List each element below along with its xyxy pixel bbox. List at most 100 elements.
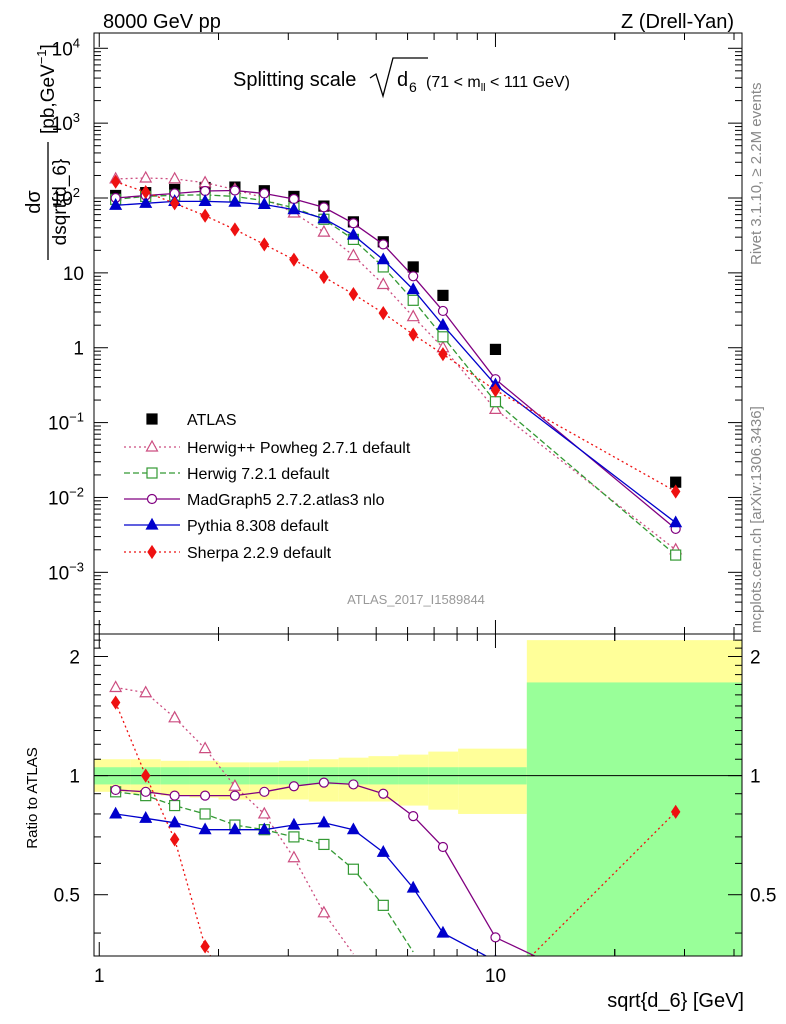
- ratio-point-madgraph5-2-7-2-atlas3-nlo: [110, 784, 121, 796]
- ratio-y-tick-label-right: 1: [750, 767, 761, 788]
- data-point-madgraph5-2-7-2-atlas3-nlo: [348, 218, 359, 229]
- y-tick-exponent: 2: [73, 185, 80, 200]
- data-point-pythia-8-308-default: [228, 194, 242, 207]
- legend-entry-sherpa-2-2-9-default-label: Sherpa 2.2.9 default: [187, 545, 332, 562]
- ratio-line-offpanel-sherpa-2-2-9-default: [204, 946, 212, 956]
- legend-entry-atlas-label: ATLAS: [187, 412, 237, 429]
- legend-entry-herwig-7-2-1-default-marker: [146, 467, 158, 479]
- y-tick-base: 10: [52, 39, 73, 60]
- data-point-pythia-8-308-default: [406, 282, 420, 295]
- legend-entry-herwig-powheg-2-7-1-default-marker: [145, 439, 159, 452]
- legend-entry-madgraph5-2-7-2-atlas3-nlo-label: MadGraph5 2.7.2.atlas3 nlo: [187, 492, 385, 509]
- legend-entry-madgraph5-2-7-2-atlas3-nlo-marker: [146, 493, 158, 505]
- y-tick-base: 10: [48, 414, 69, 435]
- ratio-y-ticks: 0.5 0.5 1 1 2 2: [54, 639, 776, 934]
- y-label-numerator: dσ: [23, 190, 45, 214]
- y-tick-label: 10−2: [48, 484, 84, 509]
- ratio-point-herwig-7-2-1-default: [169, 799, 181, 812]
- y-label-denominator: dsqrt{d_6}: [50, 159, 71, 246]
- ratio-y-tick-label: 0.5: [54, 886, 80, 907]
- y-tick-label: 103: [52, 110, 80, 135]
- data-point-herwig-powheg-2-7-1-default: [168, 171, 182, 184]
- y-tick-base: 10: [52, 189, 73, 210]
- ratio-point-herwig-7-2-1-default: [199, 808, 211, 820]
- data-point-sherpa-2-2-9-default: [200, 208, 210, 223]
- ratio-y-tick-label-right: 2: [750, 648, 761, 669]
- x-tick-label: 10: [485, 966, 506, 987]
- ratio-point-madgraph5-2-7-2-atlas3-nlo: [288, 781, 300, 792]
- legend-entry-sherpa-2-2-9-default-marker: [147, 544, 157, 560]
- data-point-sherpa-2-2-9-default: [670, 484, 681, 499]
- data-point-herwig-powheg-2-7-1-default: [376, 277, 390, 290]
- ratio-frame: [93, 633, 743, 957]
- y-tick-exponent: −2: [69, 484, 84, 499]
- series-line-herwig-powheg-2-7-1-default: [115, 177, 677, 551]
- legend: ATLAS Herwig++ Powheg 2.7.1 default Herwig…: [124, 412, 411, 562]
- ratio-point-sherpa-2-2-9-default: [110, 695, 121, 710]
- ratio-point-madgraph5-2-7-2-atlas3-nlo: [229, 790, 241, 801]
- data-point-atlas: [489, 343, 502, 355]
- ratio-point-pythia-8-308-default: [376, 845, 390, 857]
- data-point-pythia-8-308-default: [346, 227, 360, 240]
- ratio-point-herwig-powheg-2-7-1-default: [287, 850, 301, 863]
- ratio-point-sherpa-2-2-9-default: [169, 832, 180, 847]
- ratio-point-madgraph5-2-7-2-atlas3-nlo: [348, 779, 359, 790]
- ratio-point-herwig-powheg-2-7-1-default: [139, 685, 153, 698]
- title-range-post: < 111 GeV): [486, 74, 570, 91]
- data-point-sherpa-2-2-9-default: [438, 347, 448, 362]
- ratio-point-madgraph5-2-7-2-atlas3-nlo: [259, 786, 270, 797]
- main-x-ticks: [98, 33, 735, 634]
- ratio-point-madgraph5-2-7-2-atlas3-nlo: [140, 786, 151, 797]
- ratio-point-madgraph5-2-7-2-atlas3-nlo: [169, 790, 180, 801]
- ratio-point-madgraph5-2-7-2-atlas3-nlo: [437, 841, 449, 853]
- ratio-point-herwig-powheg-2-7-1-default: [228, 779, 242, 791]
- data-point-herwig-powheg-2-7-1-default: [139, 170, 153, 183]
- y-tick-exponent: 3: [73, 110, 80, 125]
- header-energy: 8000 GeV pp: [103, 11, 221, 33]
- data-point-sherpa-2-2-9-default: [348, 287, 359, 302]
- ratio-point-madgraph5-2-7-2-atlas3-nlo: [200, 790, 211, 801]
- y-tick-label: 1: [73, 339, 84, 360]
- series-line-sherpa-2-2-9-default: [115, 181, 677, 493]
- x-tick-label: 1: [94, 966, 105, 987]
- ratio-point-pythia-8-308-default: [109, 806, 123, 819]
- data-point-madgraph5-2-7-2-atlas3-nlo: [229, 185, 241, 196]
- data-point-sherpa-2-2-9-default: [378, 306, 388, 321]
- ratio-x-ticks: [98, 634, 735, 956]
- ratio-point-pythia-8-308-default: [287, 817, 301, 830]
- x-axis-label: sqrt{d_6} [GeV]: [607, 990, 744, 1012]
- data-point-madgraph5-2-7-2-atlas3-nlo: [200, 185, 211, 197]
- ratio-line-sherpa-2-2-9-default: [114, 702, 206, 947]
- data-point-madgraph5-2-7-2-atlas3-nlo: [288, 193, 300, 205]
- data-point-atlas: [437, 289, 449, 302]
- data-point-madgraph5-2-7-2-atlas3-nlo: [437, 305, 449, 317]
- ratio-line-offpanel-herwig-7-2-1-default: [382, 904, 414, 953]
- data-point-madgraph5-2-7-2-atlas3-nlo: [378, 239, 389, 250]
- ratio-point-pythia-8-308-default: [168, 815, 182, 828]
- y-tick-label: 102: [52, 185, 80, 210]
- ratio-point-herwig-7-2-1-default: [347, 863, 360, 875]
- data-point-sherpa-2-2-9-default: [110, 174, 121, 189]
- data-point-sherpa-2-2-9-default: [230, 222, 240, 237]
- ratio-point-sherpa-2-2-9-default: [140, 768, 151, 783]
- ratio-point-pythia-8-308-default: [198, 822, 212, 835]
- ratio-point-pythia-8-308-default: [228, 822, 242, 835]
- y-tick-exponent: 4: [73, 35, 80, 50]
- data-point-herwig-powheg-2-7-1-default: [488, 402, 502, 415]
- ratio-point-herwig-powheg-2-7-1-default: [317, 905, 331, 918]
- data-point-sherpa-2-2-9-default: [259, 237, 270, 252]
- data-point-pythia-8-308-default: [376, 252, 390, 265]
- data-point-herwig-7-2-1-default: [407, 294, 419, 306]
- ratio-point-pythia-8-308-default: [257, 822, 271, 835]
- data-point-sherpa-2-2-9-default: [289, 252, 299, 267]
- ratio-point-pythia-8-308-default: [317, 815, 331, 828]
- main-y-axis-label: dσ dsqrt{d_6} [pb,GeV−1]: [23, 44, 71, 260]
- ratio-point-pythia-8-308-default: [139, 811, 153, 823]
- ratio-y-tick-label: 1: [69, 767, 80, 788]
- data-point-atlas: [407, 261, 419, 273]
- x-tick-labels: 1 10: [94, 966, 506, 987]
- title-range-pre: (71 < m: [426, 74, 481, 91]
- ratio-point-herwig-powheg-2-7-1-default: [198, 741, 212, 754]
